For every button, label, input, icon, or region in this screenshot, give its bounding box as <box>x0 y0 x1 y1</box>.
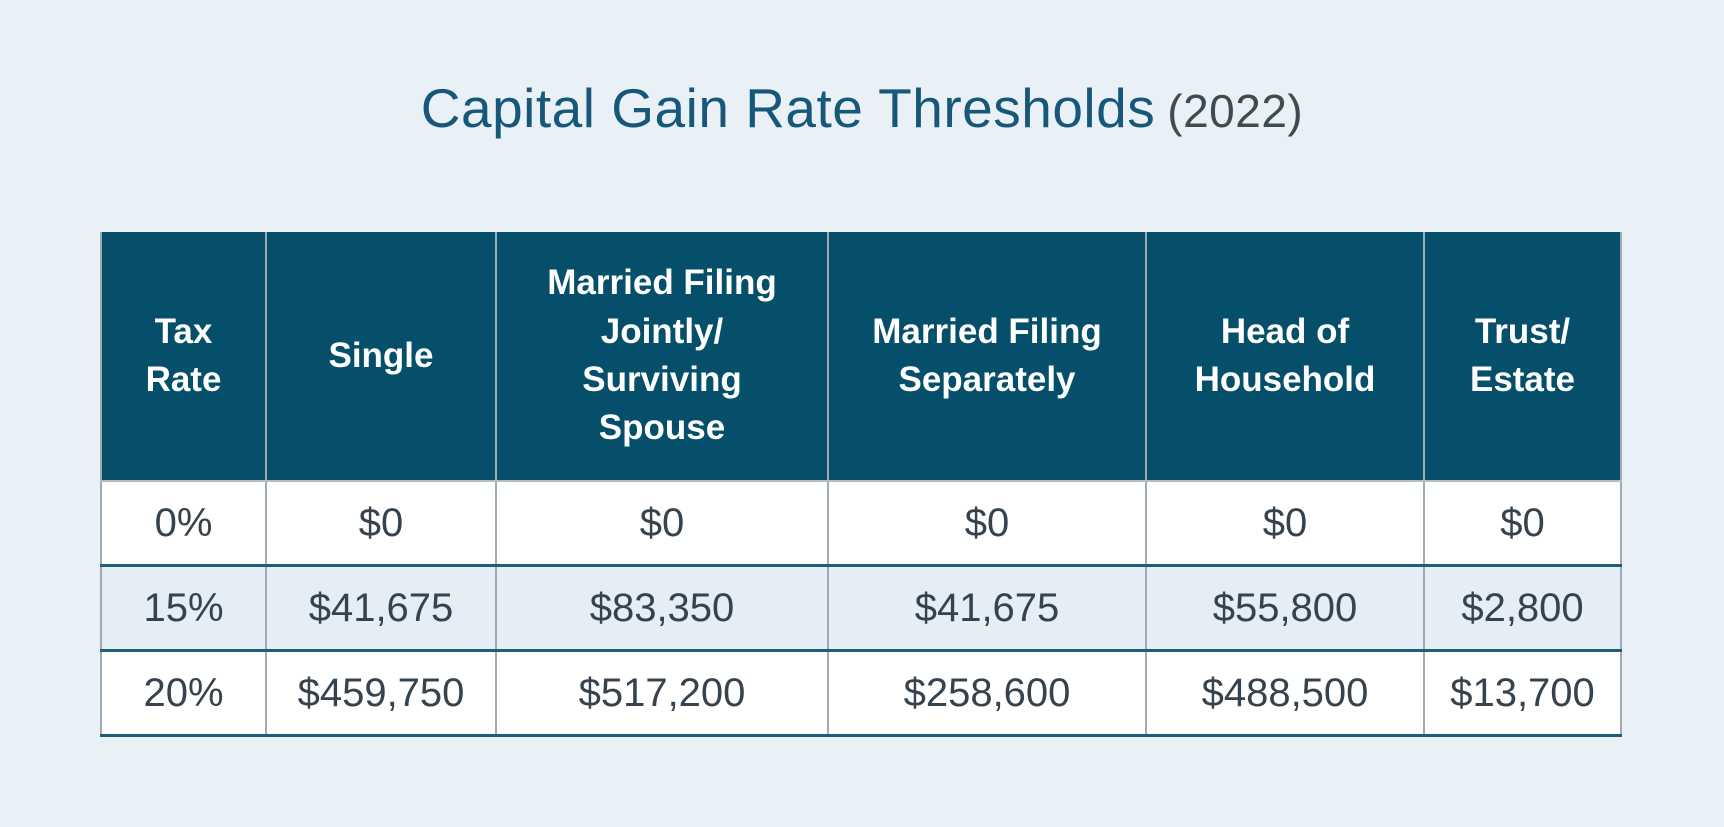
table-row-15pct: 15% $41,675 $83,350 $41,675 $55,800 $2,8… <box>101 564 1621 651</box>
header-cell-head-of-household: Head of Household <box>1146 232 1425 482</box>
data-cell-trust: $13,700 <box>1424 649 1621 736</box>
page-title-year: (2022) <box>1167 85 1304 137</box>
header-cell-married-filing-separately: Married Filing Separately <box>828 232 1147 482</box>
header-cell-trust-estate: Trust/ Estate <box>1424 232 1621 482</box>
table-header: Tax Rate Single Married Filing Jointly/ … <box>101 232 1621 482</box>
data-cell-hoh: $55,800 <box>1146 564 1425 651</box>
data-cell-mfs: $41,675 <box>828 564 1147 651</box>
capital-gain-thresholds-table: Tax Rate Single Married Filing Jointly/ … <box>100 232 1622 737</box>
table-body: 0% $0 $0 $0 $0 $0 15% $41,675 $83,350 $4… <box>101 481 1621 736</box>
data-cell-mfj: $83,350 <box>496 564 829 651</box>
data-cell-rate: 15% <box>101 564 267 651</box>
header-cell-married-filing-jointly: Married Filing Jointly/ Surviving Spouse <box>496 232 829 482</box>
table-row-20pct: 20% $459,750 $517,200 $258,600 $488,500 … <box>101 649 1621 736</box>
data-cell-trust: $0 <box>1424 481 1621 566</box>
data-cell-single: $41,675 <box>266 564 497 651</box>
data-cell-hoh: $488,500 <box>1146 649 1425 736</box>
data-cell-rate: 20% <box>101 649 267 736</box>
data-cell-hoh: $0 <box>1146 481 1425 566</box>
data-cell-single: $459,750 <box>266 649 497 736</box>
data-cell-mfs: $0 <box>828 481 1147 566</box>
page-title: Capital Gain Rate Thresholds (2022) <box>0 0 1724 139</box>
data-cell-trust: $2,800 <box>1424 564 1621 651</box>
data-cell-mfj: $517,200 <box>496 649 829 736</box>
data-cell-single: $0 <box>266 481 497 566</box>
data-cell-mfs: $258,600 <box>828 649 1147 736</box>
data-cell-rate: 0% <box>101 481 267 566</box>
table-row-0pct: 0% $0 $0 $0 $0 $0 <box>101 481 1621 566</box>
header-cell-tax-rate: Tax Rate <box>101 232 267 482</box>
thresholds-table-container: Tax Rate Single Married Filing Jointly/ … <box>100 232 1622 737</box>
header-cell-single: Single <box>266 232 497 482</box>
page-title-text: Capital Gain Rate Thresholds <box>420 77 1156 139</box>
data-cell-mfj: $0 <box>496 481 829 566</box>
header-row: Tax Rate Single Married Filing Jointly/ … <box>101 232 1621 482</box>
